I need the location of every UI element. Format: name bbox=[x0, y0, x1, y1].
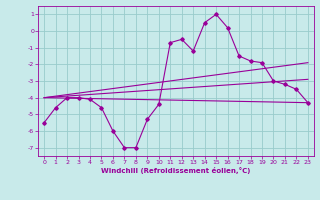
X-axis label: Windchill (Refroidissement éolien,°C): Windchill (Refroidissement éolien,°C) bbox=[101, 167, 251, 174]
